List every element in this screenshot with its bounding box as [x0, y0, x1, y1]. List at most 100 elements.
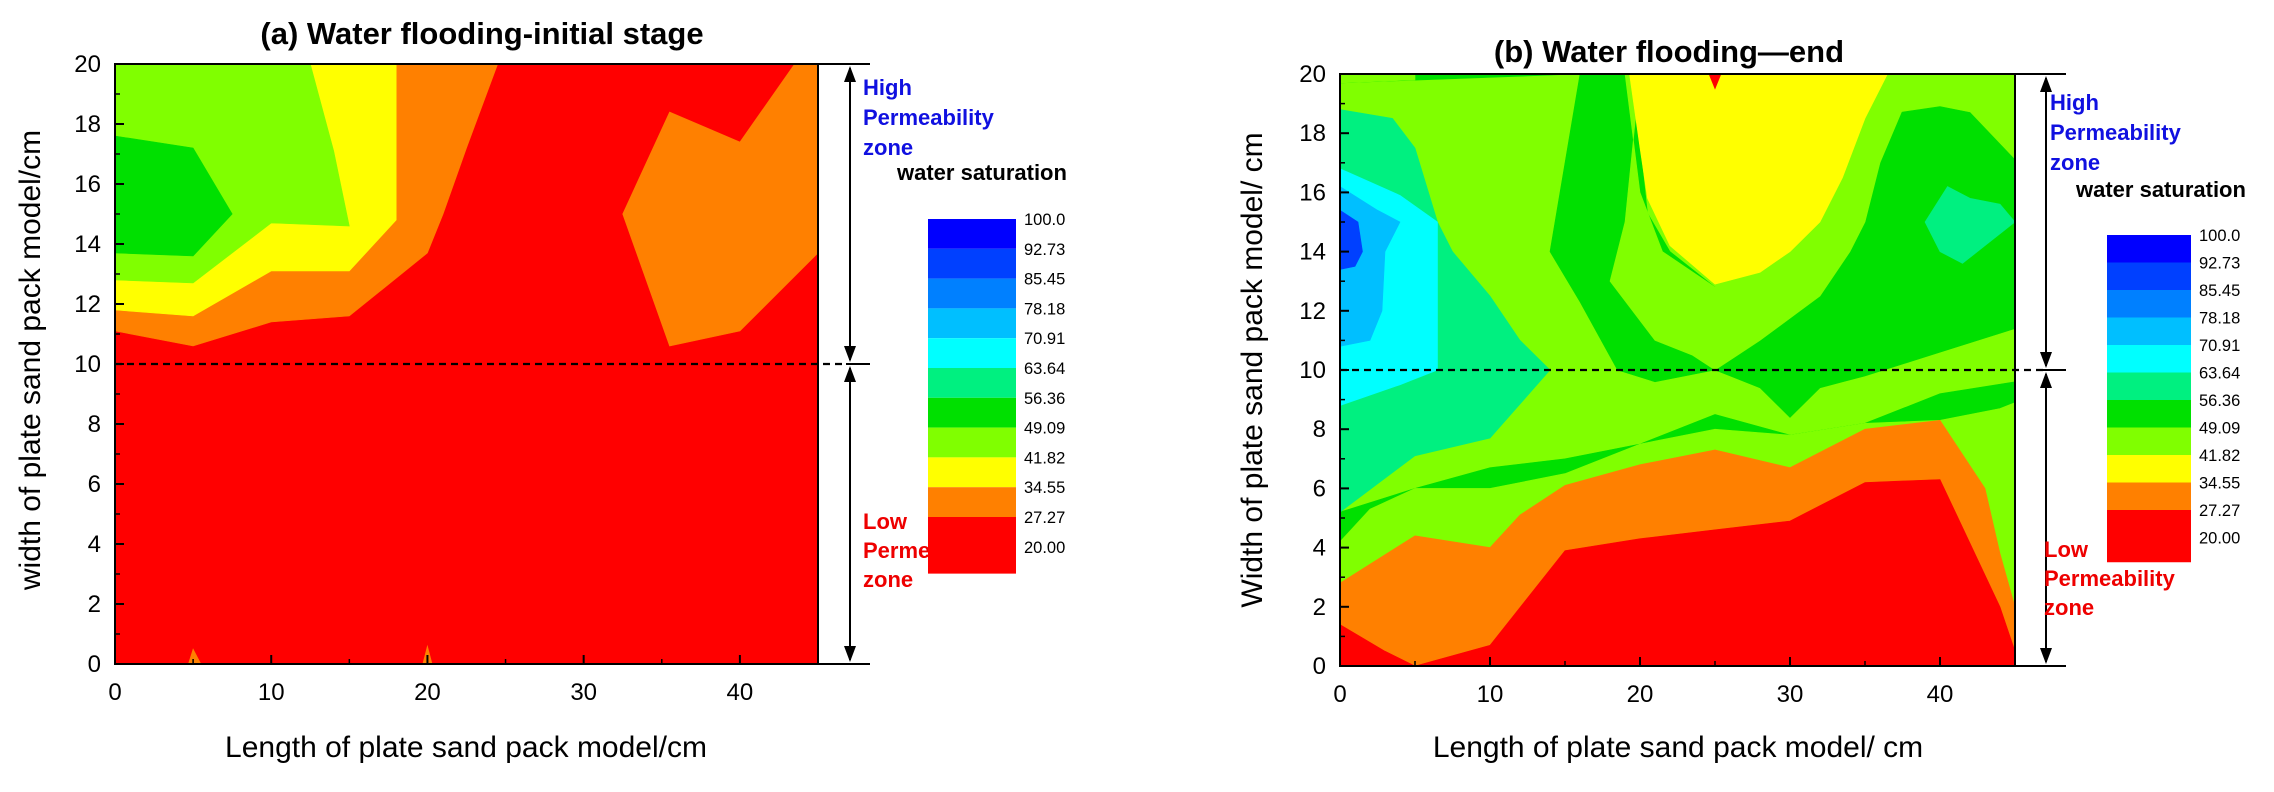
panel-a: (a) Water flooding-initial stage 0 2 4 6 8 10…: [14, 16, 1067, 764]
panel-a-legend-level: 56.36: [1024, 390, 1065, 408]
panel-b-legend-swatch: [2107, 400, 2191, 428]
panel-a-x-axis-label: Length of plate sand pack model/cm: [225, 731, 707, 764]
panel-b-contour-plot: [1340, 74, 2045, 666]
panel-b-high-zone-label: Permeability: [2050, 120, 2182, 145]
panel-b-low-zone-label: Permeability: [2044, 566, 2176, 591]
panel-a-low-zone-label: zone: [863, 567, 913, 592]
panel-b-legend-swatch: [2107, 510, 2191, 563]
panel-b-region-49.09-56.36: [1340, 74, 2015, 418]
panel-a-legend-level: 27.27: [1024, 509, 1065, 527]
panel-b-x-tick-label: 20: [1627, 681, 1654, 708]
panel-a-legend-swatch: [928, 308, 1016, 339]
panel-b-legend-swatch: [2107, 290, 2191, 318]
panel-b-legend-swatch: [2107, 372, 2191, 400]
panel-a-arrowhead: [844, 66, 856, 82]
panel-a-high-zone-label: High: [863, 75, 912, 100]
panel-b-arrowhead: [2040, 76, 2052, 92]
panel-a-legend-swatch: [928, 457, 1016, 488]
panel-b-region-20.00-27.27: [1340, 479, 2015, 666]
panel-a-legend-level: 100.0: [1024, 211, 1065, 229]
panel-a-legend-level: 78.18: [1024, 300, 1065, 318]
panel-b-legend-level: 34.55: [2199, 475, 2240, 493]
panel-b-arrowhead: [2040, 648, 2052, 664]
panel-b-legend-swatch: [2107, 427, 2191, 455]
panel-a-legend-swatch: [928, 219, 1016, 249]
panel-a-legend-swatch: [928, 338, 1016, 368]
panel-b-legend-level: 92.73: [2199, 255, 2240, 273]
panel-b-y-tick-label: 12: [1299, 298, 1326, 325]
panel-a-legend-swatch: [928, 487, 1016, 517]
panel-a-legend: water saturation 100.0 92.73 85.45 78.18 70.9…: [896, 160, 1067, 574]
panel-b-legend-swatch: [2107, 262, 2191, 290]
panel-a-legend-swatch: [928, 517, 1016, 574]
panel-b-y-tick-label: 18: [1299, 120, 1326, 147]
panel-a-legend-level: 49.09: [1024, 420, 1065, 438]
panel-b-legend: water saturation 100.0 92.73 85.45 78.18 70.9…: [2075, 177, 2246, 563]
panel-b-legend-level: 78.18: [2199, 310, 2240, 328]
panel-b-y-tick-label: 6: [1313, 475, 1326, 502]
panel-a-x-tick-label: 40: [727, 679, 754, 706]
panel-b-legend-swatch: [2107, 345, 2191, 373]
panel-a-x-tick-label: 30: [570, 679, 597, 706]
panel-b-axis-ticks: 0 2 4 6 8 10 12 14 16 18 20 0 10 20 30 40: [1299, 61, 1953, 708]
panel-b-legend-swatch: [2107, 235, 2191, 263]
panel-a-legend-swatch: [928, 397, 1016, 428]
panel-a-low-zone-label: Low: [863, 509, 908, 534]
panel-b-region-56.36-63.64: [1924, 186, 2015, 264]
panel-b-legend-level: 49.09: [2199, 420, 2240, 438]
panel-b-region-85.45-92.73: [1340, 209, 1363, 270]
panel-a-x-tick-label: 0: [108, 679, 121, 706]
panel-a-regions: [115, 64, 818, 664]
panel-b-high-zone-label: High: [2050, 90, 2099, 115]
panel-a-title: (a) Water flooding-initial stage: [260, 16, 703, 51]
panel-a-y-tick-label: 18: [74, 111, 101, 138]
panel-b-y-tick-label: 14: [1299, 239, 1326, 266]
panel-b-x-tick-label: 40: [1927, 681, 1954, 708]
panel-b-y-tick-label: 10: [1299, 357, 1326, 384]
panel-b-region-41.82-49.09: [1580, 74, 1918, 371]
panel-a-y-tick-label: 6: [88, 471, 101, 498]
panel-a-region-27.27-34.55: [188, 648, 202, 664]
panel-b-y-tick-label: 8: [1313, 416, 1326, 443]
panel-b-legend-level: 70.91: [2199, 337, 2240, 355]
panel-a-x-tick-label: 10: [258, 679, 285, 706]
panel-b-high-zone-label: zone: [2050, 150, 2100, 175]
panel-b-legend-swatch: [2107, 317, 2191, 345]
panel-a-y-tick-label: 14: [74, 231, 101, 258]
panel-b-legend-level: 41.82: [2199, 447, 2240, 465]
panel-b-legend-level: 27.27: [2199, 502, 2240, 520]
panel-a-y-axis-label: width of plate sand pack model/cm: [14, 130, 47, 591]
panel-a-y-tick-label: 10: [74, 351, 101, 378]
panel-b-legend-swatch: [2107, 482, 2191, 510]
panel-a-arrowhead: [844, 346, 856, 362]
panel-b-x-tick-label: 30: [1777, 681, 1804, 708]
panel-b-y-tick-label: 2: [1313, 594, 1326, 621]
panel-a-arrowhead: [844, 366, 856, 382]
panel-a-x-tick-label: 20: [414, 679, 441, 706]
panel-a-high-zone-label: zone: [863, 135, 913, 160]
panel-b-legend-level: 63.64: [2199, 365, 2240, 383]
panel-b-legend-level: 20.00: [2199, 530, 2240, 548]
panel-b-low-zone-label: Low: [2044, 537, 2089, 562]
panel-b-y-tick-label: 0: [1313, 653, 1326, 680]
panel-a-region-49.09-56.36: [115, 135, 233, 257]
panel-a-legend-swatch: [928, 368, 1016, 398]
panel-b-y-tick-label: 16: [1299, 179, 1326, 206]
panel-a-legend-swatch: [928, 278, 1016, 309]
panel-a-legend-level: 41.82: [1024, 449, 1065, 467]
panel-b-arrowhead: [2040, 372, 2052, 388]
panel-a-legend-swatch: [928, 248, 1016, 279]
panel-a-y-tick-label: 0: [88, 651, 101, 678]
panel-a-legend-level: 92.73: [1024, 241, 1065, 259]
panel-a-y-tick-label: 20: [74, 51, 101, 78]
panel-a-axis-ticks: 0 2 4 6 8 10 12 14 16 18 20 0 10 20 30 40: [74, 51, 753, 706]
panel-b-legend-level: 56.36: [2199, 392, 2240, 410]
panel-a-y-tick-label: 8: [88, 411, 101, 438]
panel-b-legend-swatch: [2107, 455, 2191, 483]
panel-b-x-tick-label: 10: [1477, 681, 1504, 708]
panel-b-legend-title: water saturation: [2075, 177, 2246, 202]
panel-a-high-zone-label: Permeability: [863, 105, 995, 130]
panel-a-y-tick-label: 2: [88, 591, 101, 618]
panel-a-legend-level: 70.91: [1024, 330, 1065, 348]
